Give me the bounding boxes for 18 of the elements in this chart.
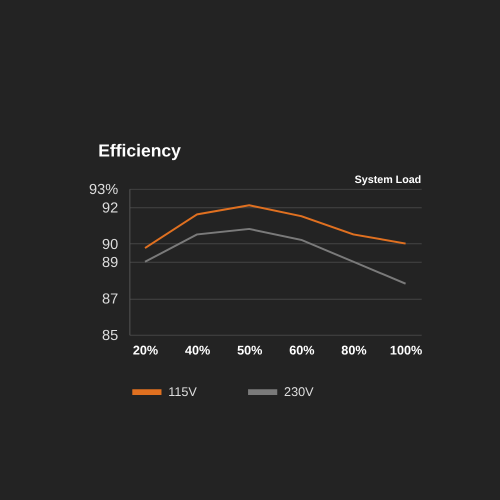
- chart-title: Efficiency: [98, 140, 182, 161]
- x-tick-label: 80%: [341, 344, 367, 358]
- line-series: [144, 228, 407, 285]
- x-axis-title: System Load: [354, 174, 422, 186]
- y-tick-label: 89: [102, 255, 118, 272]
- x-tick-label: 100%: [390, 344, 422, 358]
- x-tick-label: 20%: [132, 344, 158, 358]
- legend-label: 115V: [168, 385, 198, 400]
- y-tick-label: 93%: [89, 182, 118, 198]
- line-series: [144, 204, 407, 250]
- x-tick-label: 40%: [184, 344, 210, 358]
- y-tick-label: 87: [102, 292, 118, 308]
- y-tick-label: 85: [102, 328, 118, 344]
- y-tick-label: 90: [102, 236, 118, 253]
- x-tick-label: 50%: [237, 344, 262, 358]
- x-tick-label: 60%: [289, 344, 314, 358]
- y-tick-label: 92: [102, 200, 118, 216]
- legend-label: 230V: [284, 385, 314, 400]
